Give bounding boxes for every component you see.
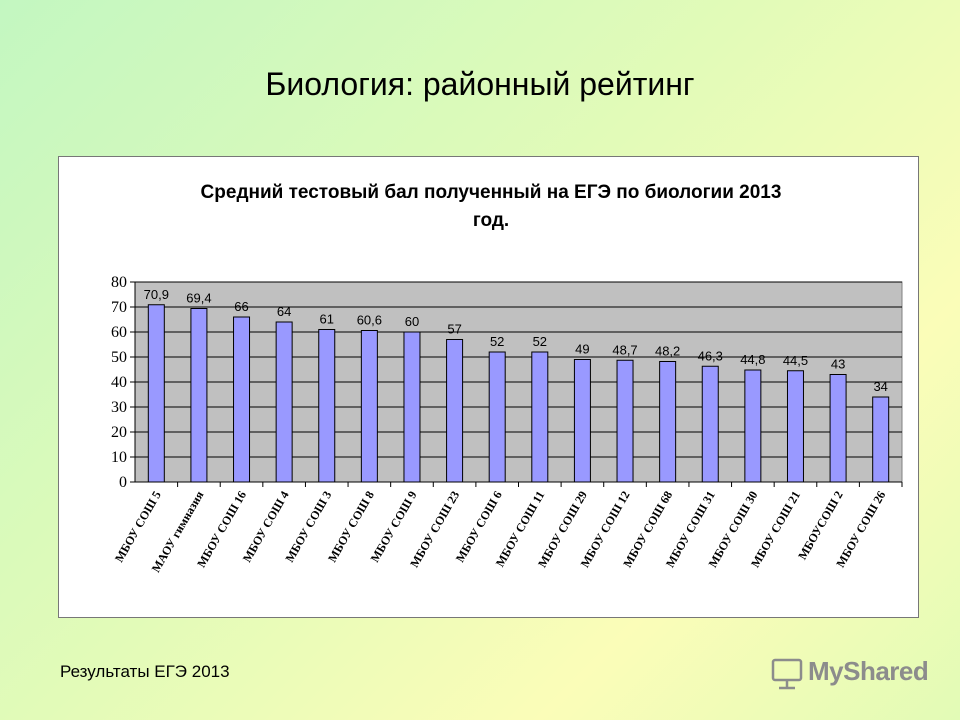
- data-labels: 70,9 69,4 66 64 61 60,6 60 57 52 52 49 48,7 48,2 46,3…: [144, 287, 888, 394]
- brand-logo: [771, 658, 803, 690]
- data-label: 52: [533, 334, 547, 349]
- y-tick-label: 10: [111, 449, 127, 466]
- presentation-icon: [771, 658, 803, 690]
- bar: [190, 308, 208, 483]
- y-tick-label: 0: [119, 474, 127, 491]
- data-label: 44,8: [740, 352, 765, 367]
- bar: [275, 321, 293, 483]
- y-tick-label: 40: [111, 374, 127, 391]
- y-tick-label: 60: [111, 324, 127, 341]
- y-tick-label: 70: [111, 299, 127, 316]
- bar: [147, 304, 165, 483]
- gridlines: [135, 281, 902, 458]
- data-label: 66: [234, 299, 248, 314]
- data-label: 48,7: [612, 342, 637, 357]
- chart-title-line-2: год.: [473, 210, 509, 231]
- y-tick-label: 50: [111, 349, 127, 366]
- bar: [616, 359, 634, 483]
- chart-frame: Средний тестовый бал полученный на ЕГЭ п…: [58, 156, 919, 618]
- data-label: 46,3: [698, 348, 723, 363]
- bar: [872, 396, 890, 483]
- bar: [829, 374, 847, 483]
- data-label: 60: [405, 314, 419, 329]
- bar: [573, 359, 591, 483]
- data-label: 44,5: [783, 353, 808, 368]
- y-tick-label: 80: [111, 274, 127, 291]
- bar-chart: Средний тестовый бал полученный на ЕГЭ п…: [111, 182, 903, 575]
- y-tick-labels: 0 10 20 30 40 50 60 70 80: [111, 274, 127, 491]
- bar: [360, 330, 378, 483]
- y-tick-label: 20: [111, 424, 127, 441]
- data-label: 60,6: [357, 313, 382, 328]
- bars: [147, 304, 890, 483]
- axes: [130, 281, 903, 487]
- data-label: 52: [490, 334, 504, 349]
- brand-text: MyShared: [808, 656, 929, 686]
- bar: [701, 365, 719, 483]
- bar: [446, 339, 464, 483]
- slide-title: Биология: районный рейтинг: [265, 66, 695, 102]
- data-label: 49: [575, 342, 589, 357]
- data-label: 48,2: [655, 344, 680, 359]
- footer-text: Результаты ЕГЭ 2013: [60, 662, 230, 681]
- bar: [786, 370, 804, 483]
- chart-title-line-1: Средний тестовый бал полученный на ЕГЭ п…: [201, 182, 782, 203]
- data-label: 57: [447, 322, 461, 337]
- bar: [744, 369, 762, 483]
- bar: [488, 351, 506, 483]
- data-label: 43: [831, 357, 845, 372]
- data-label: 69,4: [186, 291, 211, 306]
- bar: [403, 331, 421, 483]
- bar: [531, 351, 549, 483]
- bar: [233, 316, 251, 483]
- data-label: 34: [873, 379, 887, 394]
- y-tick-label: 30: [111, 399, 127, 416]
- data-label: 64: [277, 304, 291, 319]
- data-label: 61: [320, 312, 334, 327]
- data-label: 70,9: [144, 287, 169, 302]
- x-tick-label: МБОУСОШ 2: [795, 489, 846, 563]
- bar: [318, 329, 336, 483]
- bar: [659, 361, 677, 483]
